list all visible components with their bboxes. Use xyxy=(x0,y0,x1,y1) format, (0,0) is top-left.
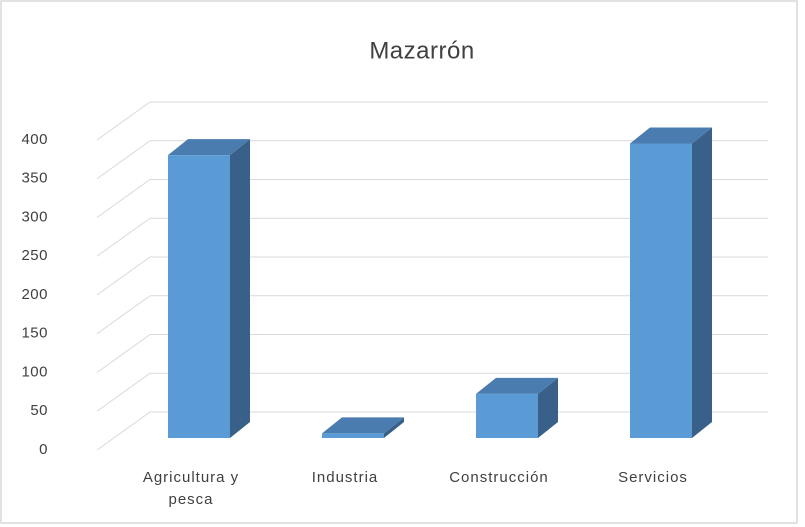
bar xyxy=(322,433,384,438)
x-tick-label: Agricultura y pesca xyxy=(142,469,240,508)
y-tick-label: 350 xyxy=(21,170,48,187)
grid-line xyxy=(96,411,151,451)
grid-line xyxy=(96,334,151,373)
x-tick-label: Industria xyxy=(311,469,379,486)
bar-side xyxy=(230,139,250,438)
bar xyxy=(630,143,692,438)
x-tick-label: Servicios xyxy=(618,469,688,486)
grid-line xyxy=(96,179,151,218)
bar xyxy=(168,155,230,438)
y-tick-label: 0 xyxy=(39,441,48,458)
y-tick-label: 50 xyxy=(30,402,48,419)
bar xyxy=(476,393,538,438)
bar-top xyxy=(476,377,558,394)
grid-line xyxy=(96,372,151,412)
x-tick-label: Construcción xyxy=(449,469,549,486)
grid-line xyxy=(96,256,151,296)
bar-top xyxy=(630,127,712,144)
bar-top xyxy=(168,139,250,156)
bar-side xyxy=(384,417,404,438)
bar-side xyxy=(538,377,558,438)
grid-line xyxy=(96,217,151,257)
y-tick-label: 300 xyxy=(21,208,48,225)
chart-title: Mazarrón xyxy=(369,37,474,64)
grid-line xyxy=(96,295,151,335)
grid-line xyxy=(96,140,151,180)
bar-top xyxy=(322,417,404,434)
y-tick-label: 100 xyxy=(21,363,48,380)
y-tick-label: 200 xyxy=(21,286,48,303)
y-tick-label: 250 xyxy=(21,247,48,264)
bar-side xyxy=(692,127,712,438)
y-tick-label: 400 xyxy=(21,131,48,148)
grid-line xyxy=(96,101,151,141)
y-tick-label: 150 xyxy=(21,325,48,342)
